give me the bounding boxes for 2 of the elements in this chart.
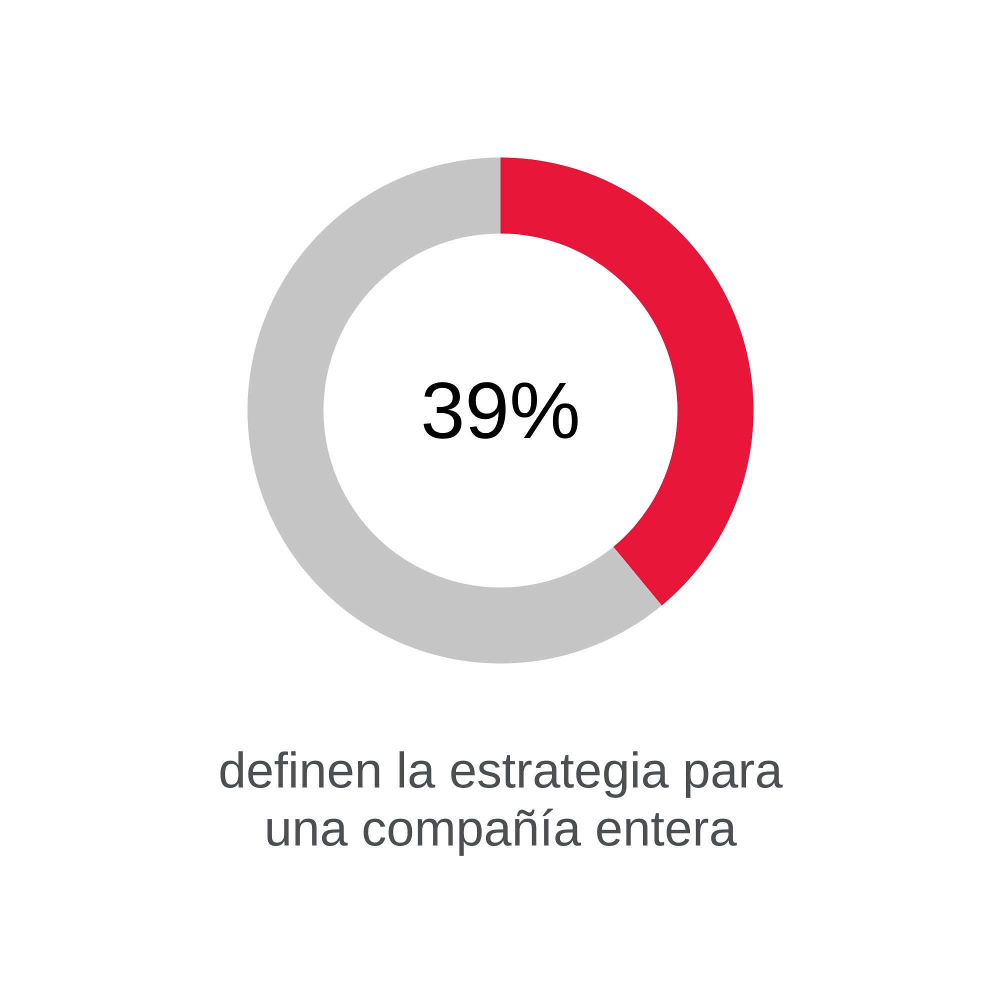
data-label: 39% [420, 366, 581, 455]
text: definen la estrategia para una compañía entera [218, 742, 783, 856]
